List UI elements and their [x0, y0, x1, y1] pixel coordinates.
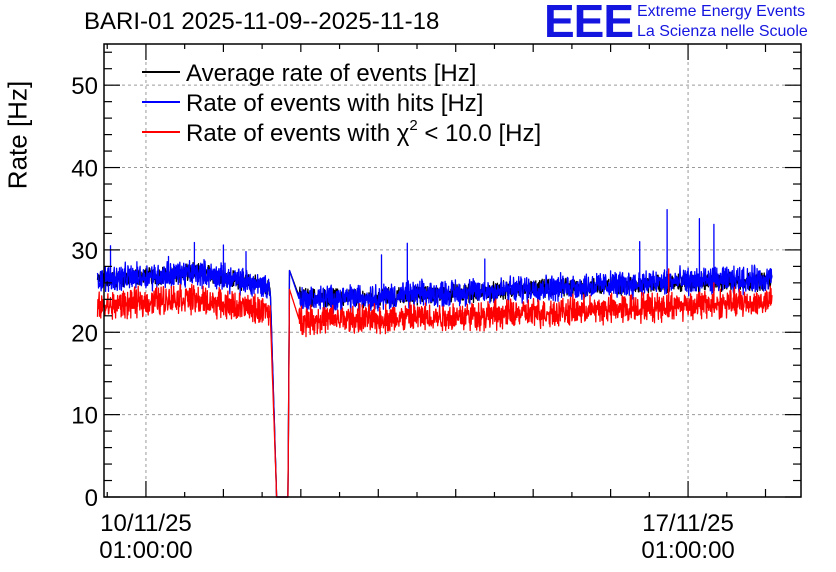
- y-tick-label: 30: [71, 238, 98, 265]
- series-line-3: [96, 268, 773, 498]
- logo-line-2: La Scienza nelle Scuole: [637, 23, 808, 40]
- eee-logo: EEE Extreme Energy Events La Scienza nel…: [544, 0, 836, 44]
- x-tick-label-time: 01:00:00: [99, 537, 192, 564]
- series-layer: [96, 208, 773, 498]
- eee-logo-mark: EEE: [544, 0, 634, 47]
- legend-label-1: Average rate of events [Hz]: [186, 60, 476, 87]
- legend-label-2: Rate of events with hits [Hz]: [186, 90, 483, 117]
- y-tick-label: 10: [71, 403, 98, 430]
- plot-frame: [103, 43, 802, 498]
- x-tick-label-time: 01:00:00: [641, 537, 734, 564]
- y-tick-label: 20: [71, 320, 98, 347]
- legend: Average rate of events [Hz] Rate of event…: [142, 60, 541, 147]
- x-tick-label-date: 17/11/25: [642, 510, 734, 537]
- series-line-2: [96, 208, 773, 498]
- logo-line-1: Extreme Energy Events: [637, 3, 806, 20]
- grid-layer: [104, 44, 801, 497]
- axes-layer: 0102030405010/11/2501:00:0017/11/2501:00…: [71, 43, 802, 564]
- y-tick-label: 50: [71, 73, 98, 100]
- chart-title: BARI-01 2025-11-09--2025-11-18: [84, 8, 440, 35]
- y-tick-label: 0: [85, 485, 98, 512]
- y-tick-label: 40: [71, 156, 98, 183]
- x-tick-label-date: 10/11/25: [100, 510, 192, 537]
- legend-label-3: Rate of events with χ2 < 10.0 [Hz]: [186, 117, 541, 147]
